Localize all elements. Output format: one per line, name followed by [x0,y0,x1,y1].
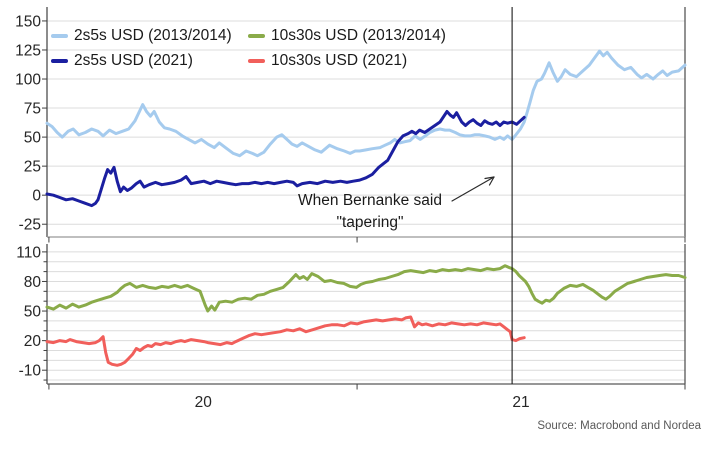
y-tick-label: 0 [32,188,41,205]
series-10s30s-usd-2021- [45,315,526,367]
legend-item: 10s30s USD (2013/2014) [248,25,446,47]
annotation-arrow [451,176,495,202]
y-tick-label: 25 [24,159,41,176]
bottom-panel: -10 20 50 80 110 [16,244,687,390]
annotation-line2: "tapering" [336,214,404,231]
y-tick-label: -25 [19,217,41,234]
y-tick-label: -10 [19,363,42,380]
annotation-line1: When Bernanke said [298,192,442,209]
legend-item: 2s5s USD (2013/2014) [51,25,248,47]
legend-swatch-2s5s-2013 [51,33,68,39]
y-tick-label: 100 [15,72,41,89]
legend: 2s5s USD (2013/2014) 10s30s USD (2013/20… [51,25,446,72]
y-tick-label: 50 [24,304,42,321]
legend-item: 2s5s USD (2021) [51,50,248,72]
top-panel: -25 0 25 50 75 100 125 150 [15,7,687,243]
x-tick-label: 20 [195,394,213,411]
y-tick-label: 125 [15,42,41,59]
y-tick-label: 150 [15,13,41,30]
legend-item: 10s30s USD (2021) [248,50,446,72]
y-tick-label: 75 [24,101,41,118]
series-10s30s-usd-2013-2014- [45,264,687,313]
legend-label: 2s5s USD (2021) [74,52,193,69]
y-tick-label: 110 [16,244,41,261]
y-tick-label: 50 [24,130,42,147]
source-note: Source: Macrobond and Nordea [537,420,701,432]
legend-swatch-10s30s-2021 [248,58,265,64]
x-tick-label: 21 [512,394,529,411]
legend-label: 10s30s USD (2021) [271,52,408,69]
legend-swatch-2s5s-2021 [51,58,68,64]
legend-label: 10s30s USD (2013/2014) [271,27,446,44]
annotation-bernanke: When Bernanke said "tapering" [238,190,502,234]
legend-swatch-10s30s-2013 [248,33,265,39]
legend-label: 2s5s USD (2013/2014) [74,27,232,44]
y-tick-label: 20 [24,333,42,350]
y-tick-label: 80 [24,274,42,291]
series-2s5s-usd-2021- [45,110,526,208]
